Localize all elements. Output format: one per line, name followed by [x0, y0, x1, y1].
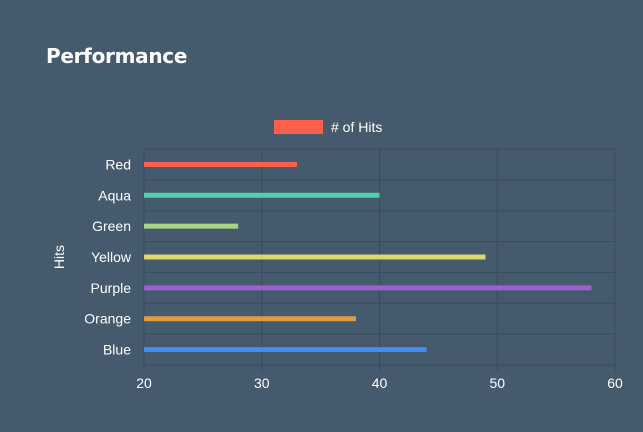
- x-tick-label: 40: [372, 375, 388, 391]
- chart-title: Performance: [46, 44, 188, 68]
- x-tick-label: 30: [254, 375, 270, 391]
- bar-purple: [144, 285, 592, 291]
- bar-yellow: [144, 254, 486, 260]
- legend-label: # of Hits: [331, 119, 383, 135]
- bar-green: [144, 223, 239, 229]
- x-tick-label: 50: [489, 375, 505, 391]
- category-label: Orange: [84, 311, 131, 327]
- legend-swatch: [274, 120, 323, 134]
- category-label: Aqua: [98, 187, 131, 203]
- bar-red: [144, 161, 298, 167]
- category-label: Green: [92, 218, 131, 234]
- bar-aqua: [144, 192, 380, 198]
- legend-item[interactable]: # of Hits: [274, 119, 382, 135]
- category-label: Purple: [91, 280, 132, 296]
- bars: [144, 161, 592, 353]
- axis-labels: Red Aqua Green Yellow Purple Orange Blue 20 30 40…: [51, 156, 623, 391]
- category-label: Red: [105, 156, 131, 172]
- y-axis-title: Hits: [51, 245, 67, 269]
- bar-orange: [144, 316, 356, 322]
- grid: [143, 148, 616, 371]
- bar-blue: [144, 347, 427, 353]
- x-tick-label: 20: [136, 375, 152, 391]
- category-label: Yellow: [91, 249, 132, 265]
- category-label: Blue: [103, 342, 131, 358]
- x-tick-label: 60: [607, 375, 623, 391]
